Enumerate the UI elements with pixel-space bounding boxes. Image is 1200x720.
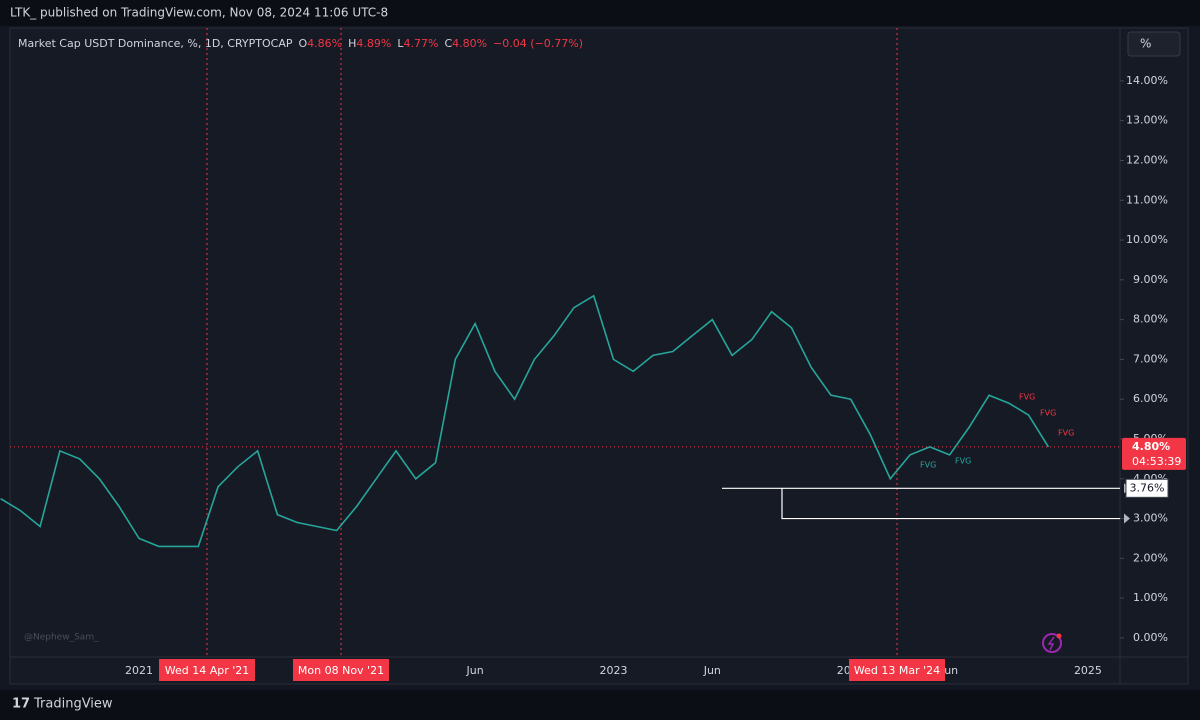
x-tick-label: 2021: [125, 664, 153, 677]
fvg-label: FVG: [1058, 429, 1074, 438]
level-label-box: [1125, 478, 1169, 498]
price-line: [0, 294, 1050, 548]
y-tick-label: 7.00%: [1133, 352, 1168, 365]
lightning-icon: [1047, 636, 1055, 651]
legend-item: −0.04 (−0.77%): [493, 37, 583, 50]
legend: Market Cap USDT Dominance, %, 1D, CRYPTO…: [18, 37, 583, 50]
y-tick-label: 6.00%: [1133, 392, 1168, 405]
legend-item: 4.86%: [307, 37, 342, 50]
legend-item: H: [348, 37, 356, 50]
crosshair-label-box: [849, 659, 945, 681]
footer-logo: 17: [12, 697, 30, 712]
watermark: @Nephew_Sam_: [24, 633, 99, 643]
crosshair-label-box: [159, 659, 255, 681]
y-tick-label: 12.00%: [1126, 153, 1168, 166]
y-tick-label: 11.00%: [1126, 193, 1168, 206]
fvg-label: FVG: [1040, 409, 1056, 418]
last-price-countdown: 04:53:39: [1132, 455, 1181, 468]
x-tick-label: 2023: [599, 664, 627, 677]
last-price-box: [1122, 437, 1186, 470]
y-tick-label: 1.00%: [1133, 591, 1168, 604]
footer-text: TradingView: [33, 697, 113, 712]
crosshair-label: Mon 08 Nov '21: [298, 664, 384, 677]
x-tick-label: Jun: [703, 664, 721, 677]
y-tick-label: 3.00%: [1133, 512, 1168, 525]
level-arrow: [1124, 513, 1130, 524]
legend-item: 4.80%: [452, 37, 487, 50]
fvg-label: FVG: [920, 461, 936, 470]
fvg-label: FVG: [955, 457, 971, 466]
level-box: [781, 488, 1120, 520]
last-price-label: 4.80%: [1132, 440, 1170, 453]
level-label: 3.76%: [1130, 481, 1165, 494]
x-tick-label: 2025: [1074, 664, 1102, 677]
legend-item: O: [299, 37, 308, 50]
fvg-label: FVG: [1019, 393, 1035, 402]
footer-bar: [0, 690, 1200, 720]
crosshair-label: Wed 13 Mar '24: [854, 664, 940, 677]
legend-item: 4.89%: [356, 37, 391, 50]
y-tick-label: 14.00%: [1126, 74, 1168, 87]
legend-item: L: [397, 37, 404, 50]
y-tick-label: 8.00%: [1133, 313, 1168, 326]
x-tick-label: Jun: [465, 664, 483, 677]
crosshair-label-box: [293, 659, 389, 681]
y-tick-label: 9.00%: [1133, 273, 1168, 286]
y-tick-label: 0.00%: [1133, 631, 1168, 644]
header-text: LTK_ published on TradingView.com, Nov 0…: [10, 6, 388, 20]
scale-button-text[interactable]: %: [1140, 37, 1151, 51]
legend-item: 4.77%: [404, 37, 439, 50]
y-tick-label: 10.00%: [1126, 233, 1168, 246]
lightning-icon[interactable]: [1042, 633, 1062, 653]
y-tick-label: 13.00%: [1126, 114, 1168, 127]
legend-item: C: [444, 37, 452, 50]
header-bar: [0, 0, 1200, 26]
scale-button[interactable]: [1127, 31, 1181, 57]
notification-dot: [1056, 633, 1062, 639]
legend-item: Market Cap USDT Dominance, %, 1D, CRYPTO…: [18, 37, 293, 50]
y-tick-label: 2.00%: [1133, 551, 1168, 564]
plot-panel: [9, 27, 1189, 685]
crosshair-label: Wed 14 Apr '21: [165, 664, 250, 677]
